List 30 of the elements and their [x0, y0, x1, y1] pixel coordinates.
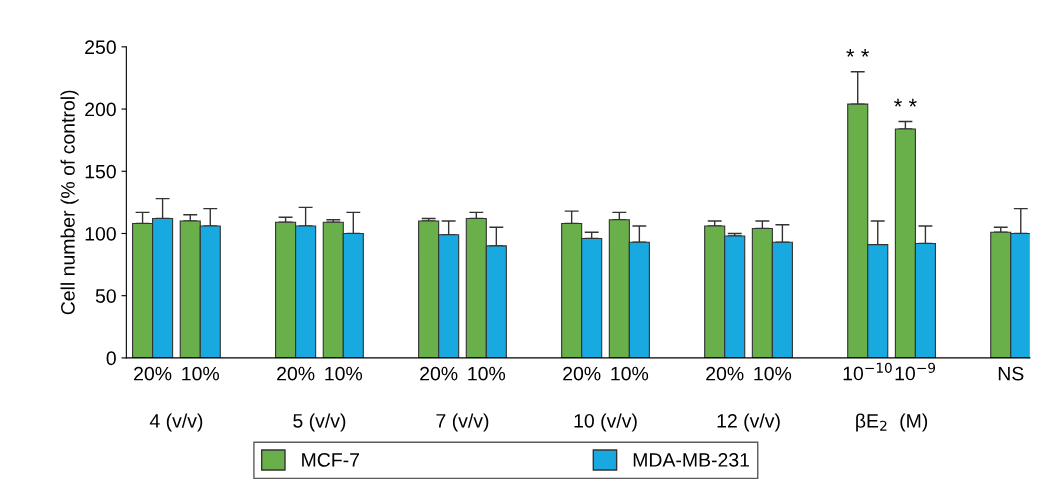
x-tick-label: 20%	[706, 366, 744, 381]
x-tick-label: 10%	[754, 366, 792, 381]
x-tick-label: 20%	[563, 366, 601, 381]
legend-label: MDA-MB-231	[633, 453, 750, 467]
y-tick-label: 50	[95, 289, 116, 303]
y-tick-label: 100	[85, 226, 116, 241]
text: 5 (v/v)	[293, 413, 346, 432]
text: 10 (v/v)	[574, 413, 637, 432]
x-tick-label: 10%	[182, 366, 220, 381]
legend-label: MCF-7	[302, 453, 359, 467]
text: 12 (v/v)	[717, 413, 780, 432]
x-tick-label: 20%	[420, 366, 458, 381]
x-tick-label: 10%	[468, 366, 506, 381]
y-tick-label: 0	[106, 351, 116, 366]
x-tick-label: 20%	[277, 366, 315, 381]
x-tick-label: 20%	[134, 366, 172, 381]
x-tick-label: 10%	[611, 366, 649, 381]
text: βE$_{2}$ (M)	[856, 413, 928, 432]
annotation: * *	[846, 49, 870, 57]
x-tick-label: 10%	[325, 366, 363, 381]
text: 4 (v/v)	[149, 413, 203, 432]
x-tick-label: 10$^{−10}$	[843, 362, 892, 381]
x-tick-label: NS	[998, 366, 1024, 381]
y-tick-label: 250	[85, 40, 116, 55]
text: 7 (v/v)	[436, 413, 489, 432]
y-axis-title: Cell number (% of control)	[60, 90, 79, 315]
y-tick-label: 200	[85, 102, 116, 117]
y-tick-label: 150	[85, 164, 116, 179]
annotation: * *	[894, 98, 917, 107]
x-tick-label: 10$^{−9}$	[895, 362, 936, 381]
